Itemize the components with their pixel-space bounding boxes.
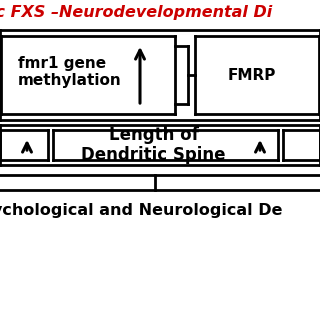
- Text: Length of
Dendritic Spine: Length of Dendritic Spine: [81, 125, 226, 164]
- Text: fmr1 gene
methylation: fmr1 gene methylation: [18, 56, 122, 88]
- Text: ic FXS –Neurodevelopmental Di: ic FXS –Neurodevelopmental Di: [0, 5, 272, 20]
- Text: ychological and Neurological De: ychological and Neurological De: [0, 203, 283, 218]
- Text: FMRP: FMRP: [228, 68, 276, 83]
